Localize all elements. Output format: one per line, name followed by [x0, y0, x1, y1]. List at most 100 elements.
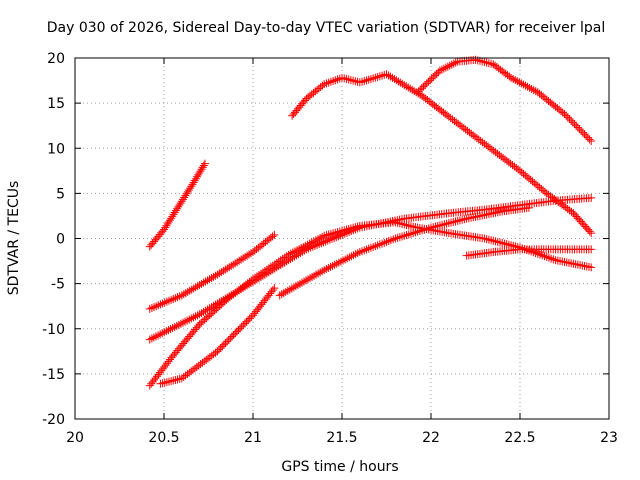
- data-point: [563, 113, 572, 122]
- data-point: [244, 316, 253, 325]
- data-point: [342, 74, 351, 83]
- y-tick-label: 5: [56, 186, 65, 202]
- data-point: [340, 74, 349, 83]
- data-point: [429, 73, 438, 82]
- data-point: [297, 278, 306, 287]
- data-point: [447, 218, 456, 227]
- data-point: [160, 298, 169, 307]
- data-point: [395, 233, 404, 242]
- data-point: [351, 250, 360, 259]
- series-track-c: [145, 193, 596, 344]
- data-point: [444, 219, 453, 228]
- data-point: [242, 317, 251, 326]
- data-point: [292, 246, 301, 255]
- data-point: [172, 321, 181, 330]
- data-point: [287, 284, 296, 293]
- data-point: [527, 84, 536, 93]
- data-point: [313, 235, 322, 244]
- data-point: [489, 236, 498, 245]
- data-point: [312, 270, 321, 279]
- data-point: [511, 76, 520, 85]
- data-points: [145, 55, 596, 390]
- data-point: [156, 300, 165, 309]
- data-point: [587, 263, 596, 272]
- data-point: [498, 239, 507, 248]
- data-point: [349, 76, 358, 85]
- data-point: [282, 252, 291, 261]
- data-point: [196, 167, 205, 176]
- data-point: [568, 118, 577, 127]
- axis-ticks: 20 20.5 21 21.5 22 22.5 23 -20 -15 -10 -5 0 5 10 15 20: [42, 51, 618, 446]
- data-point: [321, 237, 330, 246]
- series-track-i: [462, 245, 596, 260]
- data-point: [471, 55, 480, 64]
- data-point: [268, 285, 277, 294]
- data-point: [227, 332, 236, 341]
- series-track-d: [145, 218, 596, 390]
- data-point: [231, 329, 240, 338]
- series-track-f: [275, 203, 533, 300]
- data-point: [175, 292, 184, 301]
- data-point: [200, 159, 209, 168]
- data-point: [336, 257, 345, 266]
- data-point: [283, 286, 292, 295]
- data-point: [290, 247, 299, 256]
- y-tick-label: -10: [42, 322, 65, 338]
- data-point: [426, 76, 435, 85]
- data-point: [234, 325, 243, 334]
- data-point: [199, 161, 208, 170]
- data-point: [371, 73, 380, 82]
- data-point: [330, 260, 339, 269]
- data-point: [585, 135, 594, 144]
- data-point: [319, 238, 328, 247]
- data-point: [223, 337, 232, 346]
- data-point: [491, 237, 500, 246]
- data-point: [195, 169, 204, 178]
- data-point: [311, 236, 320, 245]
- data-point: [360, 77, 369, 86]
- data-point: [417, 84, 426, 93]
- data-point: [325, 235, 334, 244]
- data-point: [353, 249, 362, 258]
- data-point: [156, 379, 165, 388]
- chart-title: Day 030 of 2026, Sidereal Day-to-day VTE…: [47, 20, 605, 36]
- data-point: [416, 85, 425, 94]
- data-point: [369, 74, 378, 83]
- data-point: [573, 123, 582, 132]
- data-point: [441, 63, 450, 72]
- data-point: [435, 66, 444, 75]
- data-point: [580, 130, 589, 139]
- data-point: [332, 233, 341, 242]
- series-track-e: [156, 284, 279, 388]
- data-point: [524, 203, 533, 212]
- data-point: [305, 239, 314, 248]
- data-point: [310, 241, 319, 250]
- data-point: [303, 240, 312, 249]
- series-track-a: [145, 159, 209, 251]
- data-point: [158, 299, 167, 308]
- data-point: [313, 240, 322, 249]
- data-point: [181, 317, 190, 326]
- x-tick-label: 23: [600, 430, 618, 446]
- x-tick-label: 21: [244, 430, 262, 446]
- data-point: [169, 376, 178, 385]
- data-point: [268, 232, 277, 241]
- data-point: [295, 245, 304, 254]
- x-tick-label: 21.5: [326, 430, 357, 446]
- plot-frame: [74, 57, 610, 420]
- data-point: [281, 287, 290, 296]
- data-point: [583, 133, 592, 142]
- data-point: [328, 234, 337, 243]
- data-point: [297, 244, 306, 253]
- data-point: [575, 125, 584, 134]
- y-tick-label: 10: [47, 141, 65, 157]
- data-point: [422, 79, 431, 88]
- data-point: [364, 75, 373, 84]
- data-point: [493, 237, 502, 246]
- data-point: [406, 229, 415, 238]
- data-point: [307, 238, 316, 247]
- x-tick-label: 22.5: [504, 430, 535, 446]
- data-point: [565, 115, 574, 124]
- y-tick-label: 15: [47, 96, 65, 112]
